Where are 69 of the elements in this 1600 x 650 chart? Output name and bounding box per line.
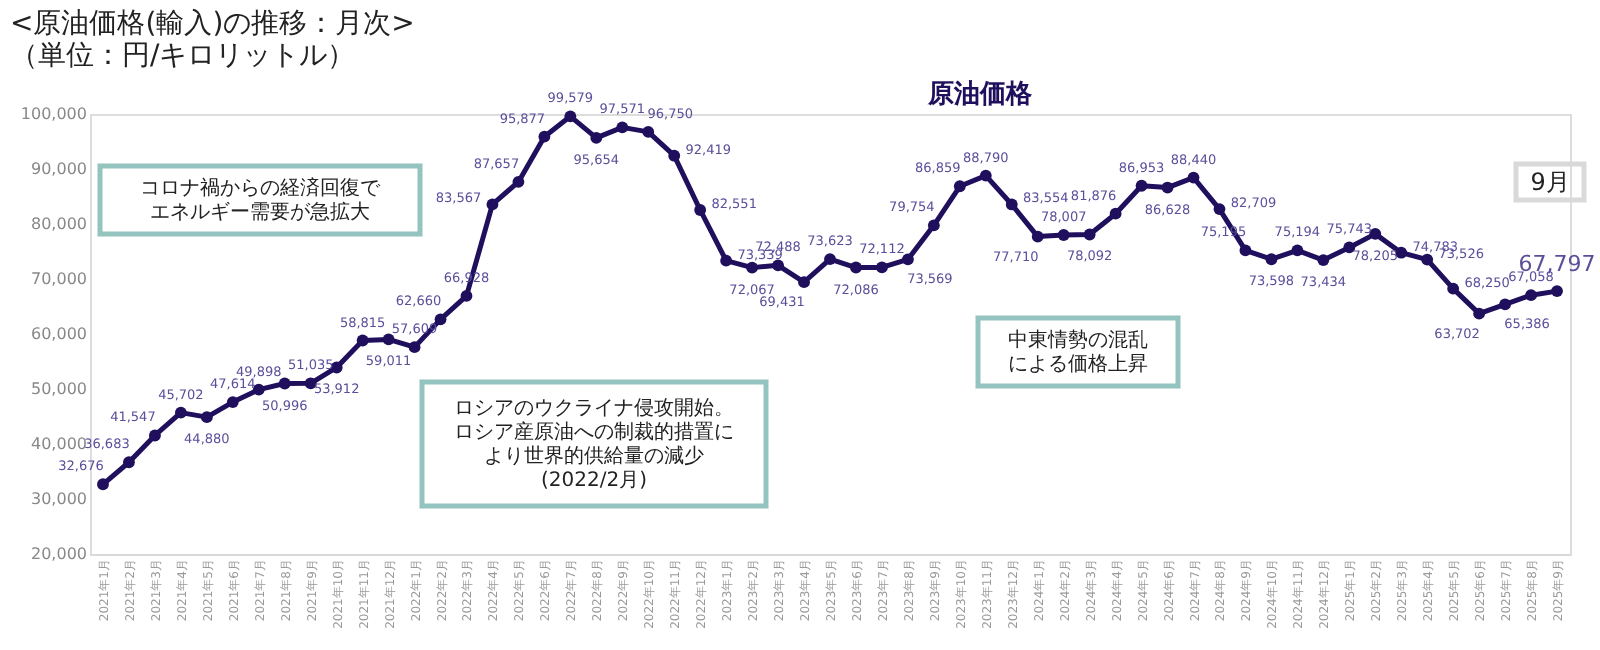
point [953,180,966,193]
point [200,411,213,424]
point [927,219,940,232]
annotation: 9月 [1530,168,1570,196]
point [1421,253,1434,266]
point [1525,289,1537,302]
point [979,169,992,182]
y-tick-label: 70,000 [31,270,87,288]
y-tick-label: 40,000 [31,435,87,453]
y-tick-label: 20,000 [31,545,87,563]
point [382,333,395,346]
point [720,254,733,267]
point [1057,229,1070,241]
point [1447,282,1460,295]
point [149,429,161,442]
annotation: ロシアのウクライナ侵攻開始。ロシア産原油への制裁的措置により世界的供給量の減少(2022/2月) [454,396,734,492]
y-tick-label: 50,000 [31,380,87,398]
point [356,334,369,347]
point [1109,207,1122,220]
point [278,377,291,390]
point [486,198,499,211]
point [460,289,473,302]
point [1005,198,1018,211]
point [1135,179,1148,192]
point [1265,253,1278,266]
point [1239,244,1252,257]
y-tick-label: 30,000 [31,490,87,508]
y-tick-label: 80,000 [31,215,87,233]
point [564,110,577,123]
point [226,396,239,409]
y-tick-label: 90,000 [31,160,87,178]
point [590,132,603,144]
point [1083,228,1096,241]
point [668,149,681,162]
point [1369,227,1382,240]
point [1317,254,1330,267]
point [1161,181,1174,194]
point [538,130,551,143]
point [97,478,109,491]
text: （単位：円/キロリットル） [10,40,356,72]
point [1187,171,1200,184]
point [1499,298,1511,311]
point [434,313,447,326]
point [1213,203,1226,215]
point [1343,241,1356,254]
point [1473,307,1486,320]
point [1291,244,1304,257]
point [824,253,836,265]
text: 原油価格 [926,80,1034,110]
point [642,125,655,138]
point [694,204,707,216]
annotation: コロナ禍からの経済回復でエネルギー需要が急拡大 [140,176,382,224]
point [408,341,421,354]
point [746,261,759,274]
point [876,261,888,274]
point [901,253,914,266]
point [850,261,862,274]
annotation: 中東情勢の混乱による価格上昇 [1008,328,1148,376]
text: <原油価格(輸入)の推移：月次> [10,8,415,40]
point [304,377,317,390]
point [798,276,810,289]
y-tick-label: 60,000 [31,325,87,343]
point [174,406,187,419]
point [512,175,525,188]
point [123,456,135,469]
point [616,121,629,134]
point [1551,285,1563,298]
point [1031,230,1044,243]
y-tick-label: 100,000 [20,105,87,123]
